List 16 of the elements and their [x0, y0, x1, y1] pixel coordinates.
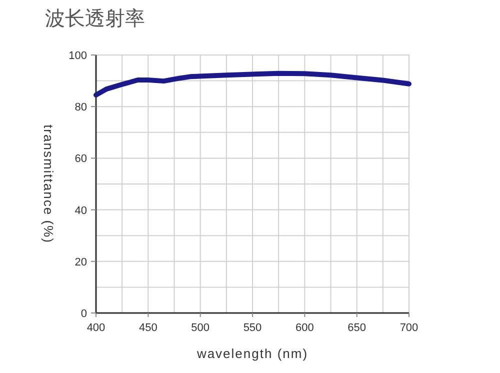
x-tick-label: 450 — [138, 322, 158, 334]
chart-title: 波长透射率 — [45, 8, 145, 30]
y-tick-label: 0 — [80, 308, 87, 320]
y-tick-label: 60 — [74, 153, 87, 166]
x-tick-label: 550 — [243, 322, 262, 334]
x-tick-label: 500 — [191, 322, 210, 334]
y-tick-label: 40 — [74, 204, 87, 217]
y-tick-label: 20 — [74, 256, 87, 268]
x-tick-label: 400 — [86, 322, 106, 334]
y-tick-label: 100 — [68, 50, 87, 62]
y-axis-title: transmittance (%) — [41, 124, 56, 244]
x-axis-title: wavelength (nm) — [196, 346, 308, 361]
x-tick-label: 650 — [348, 322, 366, 334]
y-tick-label: 80 — [74, 102, 87, 114]
x-tick-label: 700 — [400, 322, 418, 334]
x-tick-label: 600 — [295, 322, 314, 334]
